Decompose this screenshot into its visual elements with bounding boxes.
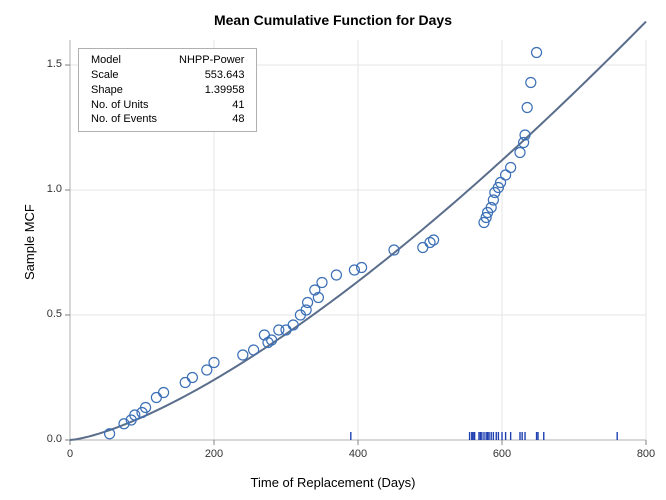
info-value: 48	[161, 112, 248, 127]
info-label: Shape	[87, 83, 161, 98]
scatter-point	[532, 48, 542, 58]
info-row: Shape1.39958	[87, 83, 248, 98]
info-value: 553.643	[161, 68, 248, 83]
x-tick-label: 200	[199, 448, 229, 460]
scatter-point	[506, 163, 516, 173]
scatter-point	[526, 78, 536, 88]
info-label: No. of Events	[87, 112, 161, 127]
y-tick-label: 0.0	[47, 433, 62, 445]
y-tick-label: 0.5	[47, 308, 62, 320]
scatter-point	[331, 270, 341, 280]
scatter-point	[317, 278, 327, 288]
scatter-point	[249, 345, 259, 355]
scatter-point	[180, 378, 190, 388]
x-axis-label: Time of Replacement (Days)	[0, 475, 666, 490]
chart-container: Mean Cumulative Function for Days ModelN…	[0, 0, 666, 500]
info-row: No. of Units41	[87, 98, 248, 113]
info-label: Model	[87, 53, 161, 68]
info-value: NHPP-Power	[161, 53, 248, 68]
info-label: Scale	[87, 68, 161, 83]
x-tick-label: 800	[631, 448, 661, 460]
scatter-point	[159, 388, 169, 398]
info-row: ModelNHPP-Power	[87, 53, 248, 68]
info-table: ModelNHPP-PowerScale553.643Shape1.39958N…	[87, 53, 248, 127]
scatter-point	[425, 238, 435, 248]
x-tick-label: 400	[343, 448, 373, 460]
x-tick-label: 600	[487, 448, 517, 460]
model-info-box: ModelNHPP-PowerScale553.643Shape1.39958N…	[78, 48, 257, 132]
scatter-point	[418, 243, 428, 253]
scatter-point	[522, 103, 532, 113]
scatter-point	[151, 393, 161, 403]
info-value: 1.39958	[161, 83, 248, 98]
x-tick-label: 0	[55, 448, 85, 460]
scatter-point	[429, 235, 439, 245]
info-row: No. of Events48	[87, 112, 248, 127]
y-tick-label: 1.5	[47, 58, 62, 70]
scatter-point	[187, 373, 197, 383]
scatter-point	[515, 148, 525, 158]
scatter-point	[238, 350, 248, 360]
info-label: No. of Units	[87, 98, 161, 113]
y-axis-label: Sample MCF	[22, 204, 37, 280]
y-tick-label: 1.0	[47, 183, 62, 195]
info-row: Scale553.643	[87, 68, 248, 83]
info-value: 41	[161, 98, 248, 113]
